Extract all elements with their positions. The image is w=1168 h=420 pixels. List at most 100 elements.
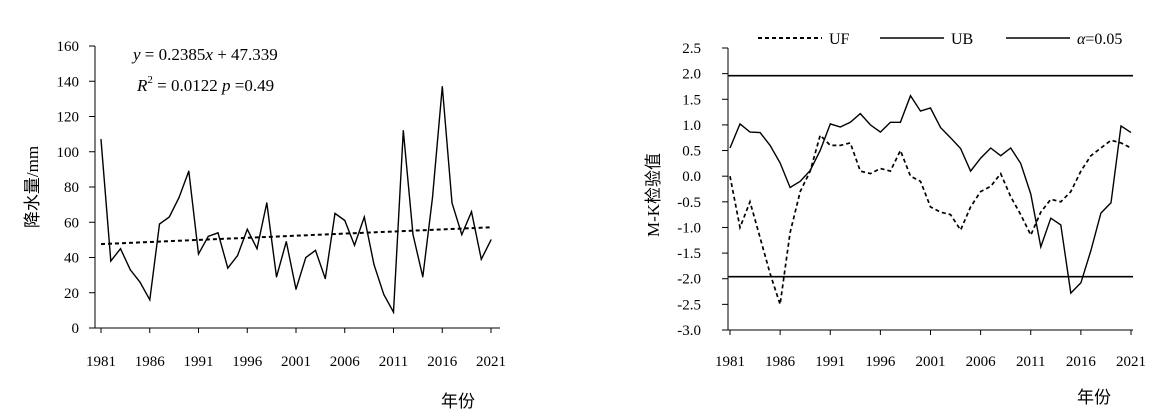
- right-y-tick-label: 2.5: [682, 41, 701, 57]
- uf-line: [729, 133, 1132, 305]
- left-data-point: [363, 216, 365, 218]
- right-y-tick-label: -1.5: [677, 246, 701, 262]
- right-y-tick-label: 1.0: [682, 118, 701, 134]
- left-data-point: [207, 235, 209, 237]
- left-data-point: [149, 299, 151, 301]
- left-data-point: [285, 241, 287, 243]
- left-data-point: [383, 293, 385, 296]
- left-x-tick-label: 2011: [379, 354, 408, 370]
- right-xlabel: 年份: [1077, 388, 1111, 407]
- left-data-point: [275, 276, 278, 278]
- left-data-point: [110, 260, 112, 262]
- left-data-point: [246, 228, 248, 230]
- right-x-tick-label: 1996: [865, 354, 896, 370]
- left-data-point: [168, 216, 170, 218]
- left-data-point: [197, 253, 200, 255]
- right-y-tick-label: 2.0: [682, 67, 701, 83]
- left-y-tick-label: 40: [64, 251, 79, 267]
- left-y-tick-label: 20: [64, 286, 79, 302]
- right-x-tick-label: 1986: [765, 354, 796, 370]
- left-data-point: [490, 239, 492, 241]
- left-data-point: [295, 288, 297, 290]
- left-data-point: [119, 248, 122, 250]
- right-x-tick-label: 2006: [966, 354, 997, 370]
- left-data-point: [266, 202, 268, 204]
- left-data-point: [217, 232, 219, 234]
- left-y-tick-label: 140: [57, 74, 80, 90]
- left-data-point: [129, 269, 131, 271]
- left-data-point: [256, 248, 258, 250]
- left-data-point: [139, 281, 141, 283]
- left-data-point: [305, 256, 307, 259]
- right-y-tick-label: -1.0: [677, 220, 701, 236]
- left-x-tick-label: 2001: [281, 354, 311, 370]
- left-data-point: [158, 223, 161, 225]
- left-data-point: [334, 212, 336, 215]
- left-data-point: [227, 267, 229, 269]
- left-data-point: [236, 255, 239, 257]
- right-y-tick-label: 0.5: [682, 144, 701, 160]
- left-data-point: [373, 263, 375, 266]
- left-equation: y = 0.2385x + 47.339: [131, 45, 278, 64]
- left-precip-line: [100, 86, 492, 315]
- left-y-tick-label: 160: [57, 39, 80, 55]
- right-y-ticks: -3.0 -2.5 -2.0 -1.5 -1.0 -0.5 0.0 0.5 1.0 1.5 2.0 2…: [677, 41, 728, 339]
- left-data-point: [314, 249, 317, 252]
- right-legend: UF UB α=0.05: [758, 31, 1122, 48]
- right-x-tick-label: 2016: [1066, 354, 1097, 370]
- left-data-point: [461, 233, 463, 236]
- left-x-ticks: 1981 1986 1991 1996 2001 2006 2011 2016 2021: [86, 328, 506, 370]
- left-data-point: [422, 276, 424, 278]
- right-x-tick-label: 1991: [815, 354, 845, 370]
- right-y-tick-label: 1.5: [682, 92, 701, 108]
- right-x-tick-label: 2001: [916, 354, 946, 370]
- left-x-tick-label: 2016: [427, 354, 458, 370]
- left-data-point: [412, 233, 414, 236]
- left-points: [100, 85, 492, 313]
- right-y-tick-label: -3.0: [677, 323, 701, 339]
- right-x-tick-label: 2021: [1116, 354, 1146, 370]
- left-y-tick-label: 80: [64, 180, 79, 196]
- left-xlabel: 年份: [441, 392, 475, 411]
- right-chart: -3.0 -2.5 -2.0 -1.5 -1.0 -0.5 0.0 0.5 1.0 1.5 2.0 2…: [644, 31, 1146, 407]
- left-trend-line: [100, 226, 492, 246]
- left-data-point: [100, 138, 102, 141]
- ub-line: [729, 94, 1132, 295]
- left-y-tick-label: 120: [57, 110, 80, 126]
- left-x-tick-label: 1991: [184, 354, 214, 370]
- left-ylabel: 降水量/mm: [23, 146, 42, 228]
- left-data-point: [353, 244, 356, 246]
- right-ylabel: M-K检验值: [644, 153, 663, 237]
- left-data-point: [441, 85, 443, 88]
- left-r2-annotation: R2 = 0.0122 p =0.49: [136, 74, 274, 95]
- left-y-tick-label: 100: [57, 145, 80, 161]
- left-x-tick-label: 2021: [476, 354, 506, 370]
- left-data-point: [344, 219, 346, 222]
- right-y-tick-label: -2.5: [677, 297, 701, 313]
- right-y-tick-label: 0.0: [682, 169, 701, 185]
- right-x-tick-label: 2011: [1016, 354, 1045, 370]
- left-data-point: [188, 170, 190, 172]
- left-y-tick-label: 0: [72, 321, 80, 337]
- left-data-point: [431, 196, 434, 199]
- left-x-tick-label: 1981: [86, 354, 116, 370]
- left-data-point: [392, 311, 395, 313]
- left-y-tick-label: 60: [64, 215, 79, 231]
- right-x-tick-label: 1981: [715, 354, 745, 370]
- right-x-ticks: 1981 1986 1991 1996 2001 2006 2011 2016 2021: [715, 330, 1146, 370]
- right-y-tick-label: -2.0: [677, 272, 701, 288]
- left-data-point: [451, 202, 453, 204]
- right-y-tick-label: -0.5: [677, 195, 701, 211]
- legend-alpha-label: α=0.05: [1077, 31, 1122, 48]
- left-data-point: [402, 130, 404, 132]
- left-data-point: [480, 258, 482, 260]
- left-x-tick-label: 1996: [232, 354, 263, 370]
- legend-ub-label: UB: [951, 31, 973, 48]
- left-data-point: [178, 196, 180, 199]
- left-x-tick-label: 1986: [135, 354, 166, 370]
- left-data-point: [324, 278, 326, 280]
- legend-uf-label: UF: [829, 31, 850, 48]
- left-data-point: [470, 211, 473, 213]
- left-x-tick-label: 2006: [330, 354, 361, 370]
